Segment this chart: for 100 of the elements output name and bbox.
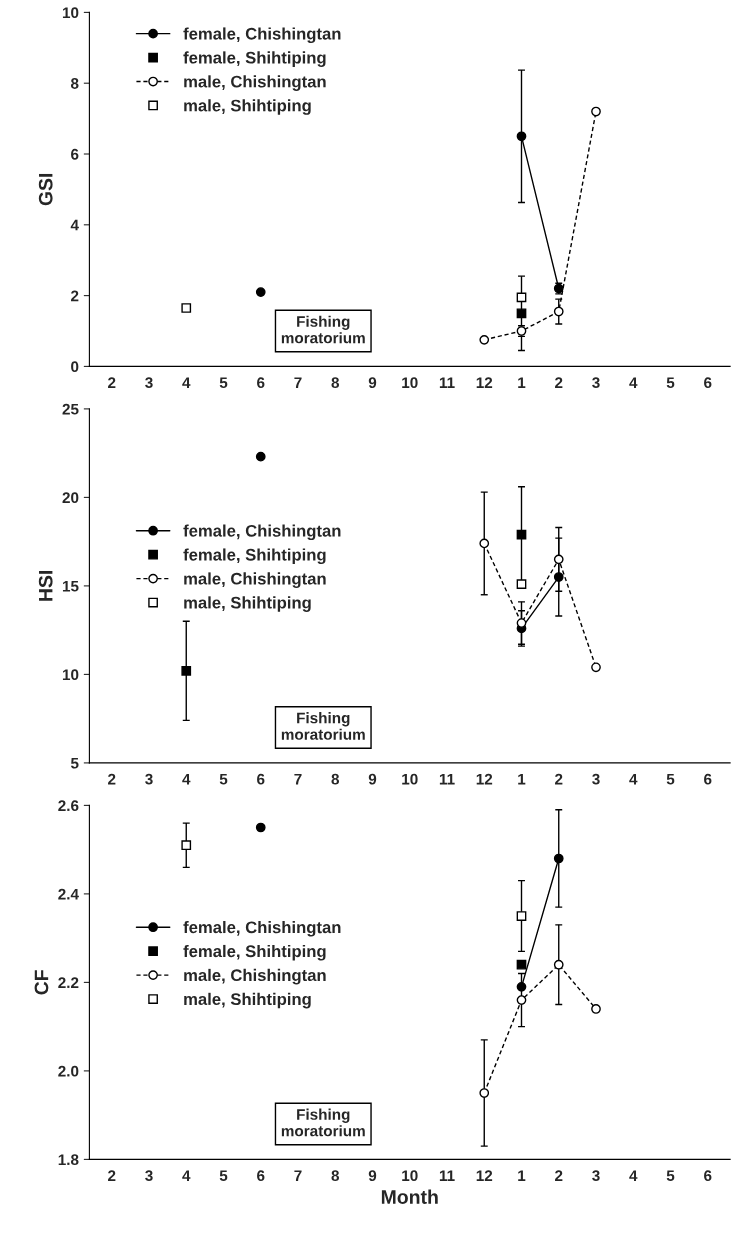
x-tick-label: 8	[331, 773, 340, 785]
annotation: Fishing moratorium	[281, 712, 365, 740]
x-tick-label: 4	[629, 1170, 638, 1181]
point	[553, 306, 564, 317]
y-tick-label: 2.6	[58, 800, 79, 812]
x-tick-label: 4	[182, 1170, 191, 1181]
x-tick-label: 9	[368, 773, 377, 785]
y-tick-label: 2.0	[58, 1065, 79, 1077]
legend-label: female, Shihtiping	[183, 51, 326, 67]
point	[181, 666, 192, 676]
point	[591, 662, 601, 673]
point	[516, 959, 527, 970]
x-tick-label: 5	[219, 377, 228, 389]
y-tick-label: 5	[70, 757, 79, 769]
point	[255, 287, 266, 297]
point	[255, 822, 266, 833]
legend-label: female, Chishingtan	[183, 524, 341, 541]
x-tick-label: 6	[704, 377, 712, 389]
x-tick-label: 9	[368, 1170, 377, 1182]
x-tick-label: 4	[629, 377, 638, 388]
y-tick-label: 25	[62, 403, 79, 415]
legend-label: male, Shihtiping	[184, 596, 311, 612]
y-tick-label: 6	[71, 148, 79, 160]
x-tick-label: 7	[294, 773, 302, 785]
x-tick-label: 3	[145, 773, 153, 785]
y-tick-label: 8	[70, 78, 79, 89]
legend-label: female, Chishingtan	[183, 27, 341, 44]
x-tick-label: 1	[518, 773, 526, 785]
annotation: Fishing moratorium	[281, 315, 365, 344]
x-tick-label: 3	[592, 773, 600, 785]
x-tick-label: 8	[331, 377, 340, 389]
x-tick-label: 4	[629, 773, 638, 785]
legend-label: male, Chishingtan	[184, 572, 326, 588]
x-tick-label: 9	[368, 377, 377, 389]
y-tick-label: 10	[62, 7, 79, 19]
x-tick-label: 5	[666, 1170, 675, 1182]
x-tick-label: 11	[439, 773, 455, 785]
point	[516, 618, 527, 628]
point	[479, 1088, 490, 1098]
x-tick-label: 5	[666, 377, 675, 389]
y-tick-label: 20	[62, 492, 79, 504]
legend-label: male, Shihtiping	[184, 992, 311, 1009]
x-tick-label: 2	[108, 1170, 116, 1181]
legend-label: female, Chishingtan	[183, 920, 341, 937]
y-tick-label: 2	[71, 290, 79, 302]
y-tick-label: 2.4	[58, 888, 79, 900]
x-tick-label: 6	[257, 773, 265, 785]
x-tick-label: 5	[666, 773, 675, 785]
point	[181, 303, 192, 313]
point	[479, 538, 490, 549]
x-tick-label: 2	[108, 773, 116, 785]
x-tick-label: 12	[476, 377, 493, 388]
y-axis-title: CF	[34, 970, 49, 995]
legend-label: female, Shihtiping	[183, 944, 326, 961]
legend-label: female, Shihtiping	[183, 548, 326, 565]
y-tick-label: 15	[62, 580, 79, 592]
point	[553, 554, 564, 565]
x-axis-title: Month	[381, 1189, 438, 1204]
point	[479, 334, 490, 345]
x-tick-label: 11	[439, 377, 455, 388]
x-tick-label: 6	[257, 1170, 265, 1182]
x-tick-label: 10	[402, 1170, 418, 1182]
x-tick-label: 6	[704, 1170, 712, 1182]
point	[516, 995, 527, 1005]
y-tick-label: 4	[70, 219, 79, 231]
x-tick-label: 2	[555, 1170, 563, 1181]
point	[591, 106, 601, 117]
x-tick-label: 7	[294, 377, 302, 388]
x-tick-label: 6	[257, 377, 265, 389]
legend-label: male, Shihtiping	[184, 99, 311, 115]
point	[553, 959, 564, 970]
x-tick-label: 10	[402, 377, 418, 389]
x-tick-label: 1	[518, 377, 526, 388]
x-tick-label: 6	[704, 773, 712, 785]
x-tick-label: 12	[476, 773, 493, 785]
x-tick-label: 2	[555, 773, 563, 785]
point	[553, 853, 564, 864]
x-tick-label: 4	[182, 377, 191, 388]
x-tick-label: 12	[476, 1170, 493, 1181]
y-tick-label: 2.2	[58, 977, 79, 988]
x-tick-label: 3	[145, 1170, 153, 1182]
point	[516, 579, 527, 589]
point	[516, 308, 527, 319]
annotation: Fishing moratorium	[281, 1108, 365, 1137]
y-tick-label: 1.8	[58, 1154, 79, 1166]
x-tick-label: 8	[331, 1170, 340, 1182]
legend-label: male, Chishingtan	[184, 75, 326, 91]
point	[516, 981, 527, 992]
x-tick-label: 11	[439, 1170, 455, 1181]
point	[591, 1004, 601, 1014]
x-tick-label: 1	[518, 1170, 526, 1181]
point	[516, 911, 527, 921]
x-tick-label: 10	[402, 773, 418, 785]
legend-label: male, Chishingtan	[184, 968, 326, 985]
x-tick-label: 3	[592, 1170, 600, 1182]
y-tick-label: 0	[71, 361, 79, 373]
y-tick-label: 10	[62, 669, 79, 681]
point	[181, 840, 192, 851]
x-tick-label: 7	[294, 1170, 302, 1181]
x-tick-label: 5	[219, 1170, 228, 1182]
